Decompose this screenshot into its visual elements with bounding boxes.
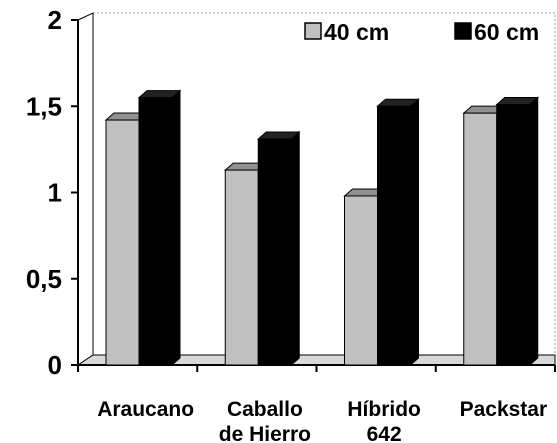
bar-top: [376, 98, 420, 107]
legend-swatch-40cm: [304, 22, 322, 40]
y-tick-label: 2: [48, 5, 62, 35]
bars: [104, 89, 540, 367]
legend-label-60cm: 60 cm: [474, 19, 539, 45]
bar-top: [137, 90, 182, 99]
x-category-label: Caballo: [227, 398, 303, 421]
legend-label-40cm: 40 cm: [324, 19, 389, 45]
x-category-label: de Hierro: [219, 423, 311, 443]
bar-top: [495, 97, 540, 106]
y-tick-label: 0: [48, 350, 62, 380]
bar: [137, 89, 182, 367]
bar-front: [224, 169, 259, 366]
x-ticks: [77, 365, 556, 372]
y-tick-label: 1,5: [26, 91, 62, 121]
bar: [376, 98, 420, 367]
legend: 40 cm 60 cm: [304, 19, 539, 45]
x-category-label: Araucano: [97, 398, 194, 421]
bar-front: [344, 195, 378, 366]
y-tick-label: 1: [48, 178, 62, 208]
bar-side: [171, 89, 181, 367]
bar-side: [290, 130, 300, 367]
bar-side: [529, 96, 539, 367]
bar-front: [138, 97, 173, 366]
x-category-label: Packstar: [460, 398, 548, 421]
bar-front: [257, 138, 292, 366]
bar-front: [463, 112, 498, 366]
y-ticks: 0 0,5 1 1,5 2: [26, 5, 78, 380]
legend-swatch-60cm: [454, 22, 472, 40]
x-category-label: 642: [367, 423, 402, 443]
x-category-label: Híbrido: [347, 398, 421, 421]
bar-front: [496, 104, 531, 366]
bar-front: [105, 119, 140, 366]
bar-side: [410, 98, 419, 367]
bar: [495, 96, 540, 367]
bar: [256, 130, 301, 367]
y-tick-label: 0,5: [26, 264, 62, 294]
bar-front: [377, 105, 411, 366]
plot-left-wall: [77, 12, 94, 366]
bar-top: [256, 131, 301, 140]
